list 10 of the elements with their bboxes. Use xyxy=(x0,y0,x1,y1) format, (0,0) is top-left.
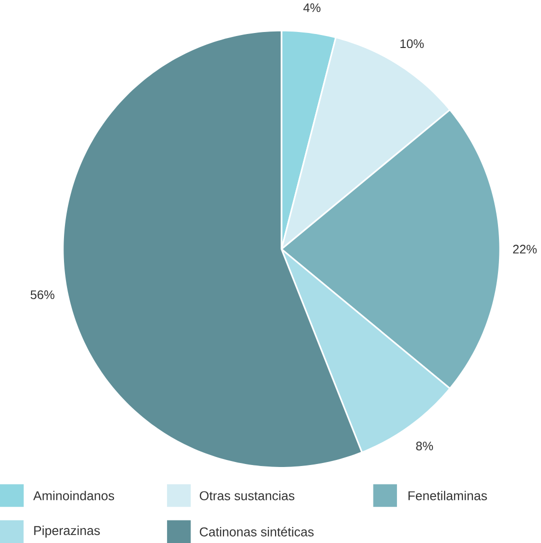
legend-label: Otras sustancias xyxy=(200,490,295,500)
data-label: 56% xyxy=(30,290,55,300)
legend-label: Piperazinas xyxy=(34,526,100,538)
data-label: 8% xyxy=(416,442,434,450)
legend-label: Catinonas sintéticas xyxy=(200,526,314,536)
legend-label: Fenetilaminas xyxy=(408,490,488,500)
data-label: 22% xyxy=(513,244,537,254)
data-label: 10% xyxy=(400,39,424,48)
data-label: 4% xyxy=(304,3,321,12)
legend-label: Aminoindanos xyxy=(33,490,114,500)
